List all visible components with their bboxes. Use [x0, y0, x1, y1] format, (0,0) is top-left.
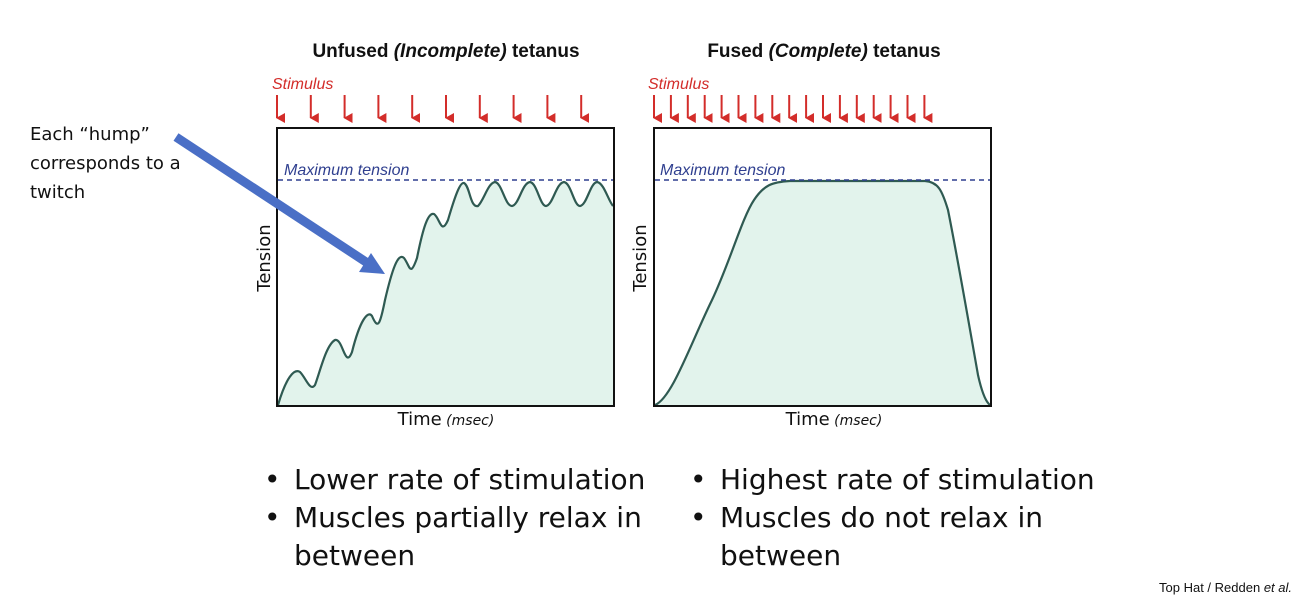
bullet-item: Muscles do not relax in between [688, 499, 1108, 575]
unfused-stimulus-arrows [276, 95, 590, 123]
unfused-stimulus-label: Stimulus [272, 76, 333, 93]
unfused-max-tension-label: Maximum tension [284, 162, 409, 179]
bullet-item: Highest rate of stimulation [688, 461, 1108, 499]
unfused-tension-curve [276, 180, 614, 406]
fused-stimulus-arrows [653, 95, 933, 123]
fused-stimulus-label: Stimulus [648, 76, 709, 93]
source-credit: Top Hat / Redden et al. [1159, 580, 1292, 595]
fused-x-axis-label: Time (msec) [785, 409, 883, 430]
fused-bullet-list: Highest rate of stimulation Muscles do n… [688, 461, 1108, 575]
bullet-item: Lower rate of stimulation [262, 461, 652, 499]
fused-tension-curve [654, 179, 991, 407]
unfused-panel: Unfused (Incomplete) tetanus Stimulus Ma… [254, 41, 615, 430]
fused-y-axis-label: Tension [630, 224, 651, 292]
fused-panel-title: Fused (Complete) tetanus [707, 41, 940, 62]
bullet-item: Muscles partially relax in between [262, 499, 652, 575]
unfused-panel-title: Unfused (Incomplete) tetanus [312, 41, 579, 62]
hump-annotation-arrow [173, 133, 385, 274]
fused-plot-frame [653, 127, 992, 407]
fused-tension-area [655, 181, 990, 405]
unfused-bullet-list: Lower rate of stimulation Muscles partia… [262, 461, 652, 575]
unfused-plot-frame [276, 127, 615, 407]
fused-panel: Fused (Complete) tetanus Stimulus Maximu… [630, 41, 992, 430]
hump-annotation-text: Each “hump” corresponds to a twitch [30, 124, 181, 203]
unfused-tension-area [278, 182, 613, 405]
fused-max-tension-label: Maximum tension [660, 162, 785, 179]
unfused-x-axis-label: Time (msec) [397, 409, 495, 430]
unfused-y-axis-label: Tension [254, 224, 275, 292]
